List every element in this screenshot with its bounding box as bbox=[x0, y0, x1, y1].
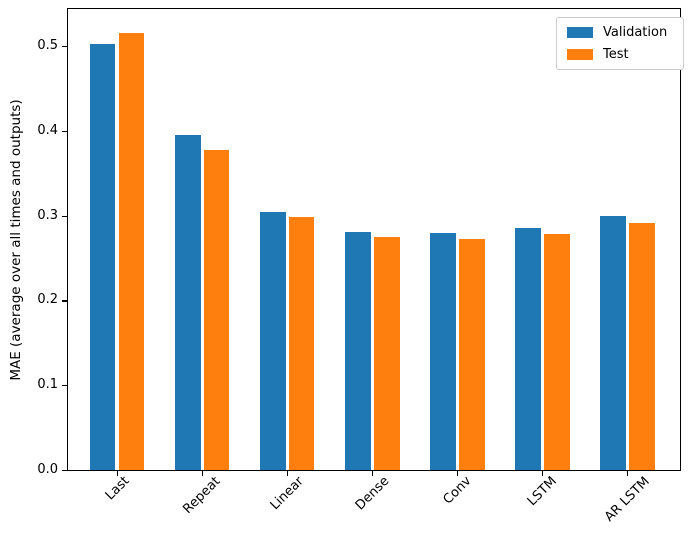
y-tick-label: 0.3 bbox=[37, 207, 58, 223]
legend-swatch-validation bbox=[567, 27, 593, 38]
y-tick-mark bbox=[62, 130, 67, 132]
x-tick-mark bbox=[116, 471, 118, 476]
bar-validation-dense bbox=[345, 231, 371, 471]
bar-validation-ar-lstm bbox=[600, 215, 626, 471]
legend-entry-test: Test bbox=[567, 48, 673, 61]
x-tick-label-conv: Conv bbox=[440, 473, 475, 508]
bar-test-conv bbox=[459, 238, 485, 471]
y-tick-mark bbox=[62, 300, 67, 302]
x-tick-mark bbox=[456, 471, 459, 476]
y-tick-mark bbox=[62, 215, 67, 217]
x-tick-mark bbox=[286, 471, 288, 476]
bar-test-ar-lstm bbox=[629, 222, 655, 471]
y-tick-mark bbox=[62, 470, 67, 472]
y-tick-label: 0.1 bbox=[37, 377, 58, 393]
x-tick-label-repeat: Repeat bbox=[180, 473, 224, 517]
legend-entry-validation: Validation bbox=[567, 26, 673, 39]
bar-test-repeat bbox=[203, 150, 230, 471]
y-tick-label: 0.0 bbox=[37, 462, 58, 477]
x-tick-mark bbox=[541, 471, 544, 476]
bar-validation-conv bbox=[430, 232, 456, 471]
y-tick-label: 0.5 bbox=[37, 38, 58, 53]
y-tick-mark bbox=[62, 385, 67, 387]
legend: Validation Test bbox=[556, 17, 685, 70]
bar-test-dense bbox=[374, 236, 400, 471]
bar-test-last bbox=[118, 32, 145, 471]
y-tick-mark bbox=[62, 46, 67, 48]
bar-test-lstm bbox=[544, 234, 570, 471]
bar-validation-linear bbox=[260, 211, 286, 471]
legend-swatch-test bbox=[567, 49, 593, 60]
x-tick-label-dense: Dense bbox=[352, 473, 393, 514]
x-tick-mark bbox=[201, 471, 203, 476]
y-axis-label: MAE (average over all times and outputs) bbox=[8, 99, 24, 381]
bar-validation-repeat bbox=[175, 135, 201, 471]
y-tick-label: 0.2 bbox=[37, 292, 58, 308]
x-tick-mark bbox=[626, 471, 629, 476]
x-tick-label-linear: Linear bbox=[267, 473, 308, 513]
legend-label: Test bbox=[603, 47, 629, 62]
legend-label: Validation bbox=[603, 25, 668, 40]
x-tick-mark bbox=[371, 471, 373, 476]
y-tick-label: 0.4 bbox=[37, 122, 58, 138]
x-tick-label-last: Last bbox=[102, 473, 133, 504]
bar-test-linear bbox=[288, 217, 315, 471]
x-tick-label-lstm: LSTM bbox=[524, 473, 560, 510]
x-tick-label-ar-lstm: AR LSTM bbox=[601, 473, 653, 525]
bar-validation-last bbox=[89, 44, 116, 471]
bar-validation-lstm bbox=[515, 228, 541, 471]
